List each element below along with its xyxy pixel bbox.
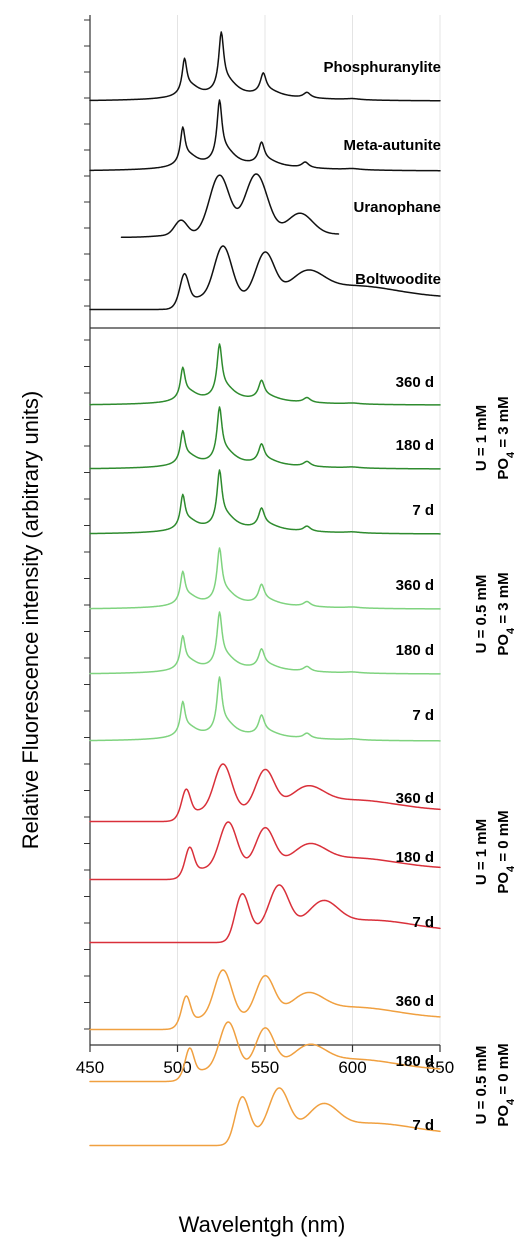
- trace-labels: Phosphuranylite Meta-autunite Uranophane Bo…: [323, 59, 441, 1134]
- series-trace: [89, 763, 441, 823]
- x-tick-label: 600: [338, 1058, 366, 1077]
- series-trace: [89, 469, 441, 535]
- condition-po4: PO4 = 3 mM: [495, 572, 517, 655]
- condition-po4: PO4 = 0 mM: [495, 1043, 517, 1126]
- series-label: 360 d: [396, 577, 434, 594]
- condition-u: U = 0.5 mM: [473, 1046, 490, 1125]
- series-label: 360 d: [396, 374, 434, 391]
- condition-labels: U = 1 mM PO4 = 3 mMU = 0.5 mM PO4 = 3 mMU …: [473, 396, 517, 1126]
- spectra-traces: [89, 31, 441, 1147]
- x-tick-label: 500: [163, 1058, 191, 1077]
- condition-label: U = 1 mM PO4 = 3 mM: [473, 396, 517, 479]
- series-trace: [89, 969, 441, 1031]
- series-label: 360 d: [396, 790, 434, 807]
- reference-label: Meta-autunite: [344, 137, 442, 154]
- reference-trace: [89, 245, 441, 311]
- reference-trace: [120, 173, 340, 239]
- reference-trace: [89, 99, 441, 172]
- series-label: 7 d: [412, 1117, 434, 1134]
- series-label: 360 d: [396, 993, 434, 1010]
- condition-po4: PO4 = 3 mM: [495, 396, 517, 479]
- series-label: 180 d: [396, 437, 434, 454]
- y-ticks: [84, 19, 90, 1030]
- series-trace: [89, 821, 441, 881]
- series-trace: [89, 1087, 441, 1147]
- series-trace: [89, 676, 441, 742]
- x-tick-label: 650: [426, 1058, 454, 1077]
- series-trace: [89, 884, 441, 944]
- reference-label: Phosphuranylite: [323, 59, 441, 76]
- series-label: 7 d: [412, 707, 434, 724]
- condition-u: U = 1 mM: [473, 405, 490, 471]
- series-trace: [89, 343, 441, 406]
- condition-label: U = 0.5 mM PO4 = 0 mM: [473, 1043, 517, 1126]
- series-label: 180 d: [396, 642, 434, 659]
- series-label: 7 d: [412, 914, 434, 931]
- series-label: 180 d: [396, 849, 434, 866]
- reference-label: Boltwoodite: [355, 271, 441, 288]
- condition-label: U = 0.5 mM PO4 = 3 mM: [473, 572, 517, 655]
- vertical-grid: [177, 15, 441, 1045]
- series-label: 180 d: [396, 1053, 434, 1070]
- reference-trace: [89, 31, 441, 102]
- series-trace: [89, 1021, 441, 1083]
- x-tick-label: 450: [76, 1058, 104, 1077]
- condition-po4: PO4 = 0 mM: [495, 810, 517, 893]
- series-label: 7 d: [412, 502, 434, 519]
- x-axis-title: Wavelentgh (nm): [179, 1212, 346, 1237]
- series-trace: [89, 611, 441, 675]
- condition-u: U = 0.5 mM: [473, 575, 490, 654]
- reference-label: Uranophane: [353, 199, 441, 216]
- condition-u: U = 1 mM: [473, 819, 490, 885]
- x-tick-label: 550: [251, 1058, 279, 1077]
- series-trace: [89, 406, 441, 470]
- y-axis-title: Relative Fluorescence intensity (arbitra…: [18, 391, 43, 850]
- series-trace: [89, 547, 441, 610]
- condition-label: U = 1 mM PO4 = 0 mM: [473, 810, 517, 893]
